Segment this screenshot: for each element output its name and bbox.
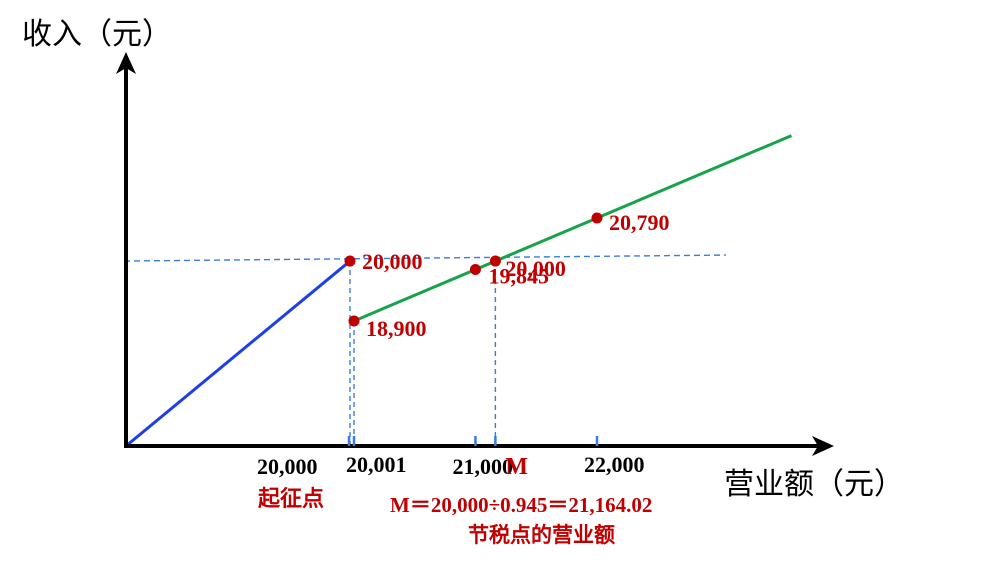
data-point-marker	[344, 255, 356, 267]
x-tick-label: 21,000	[452, 454, 513, 479]
x-tick-label: M	[505, 454, 528, 480]
x-tick-label: 20,000	[257, 454, 318, 479]
data-point-marker	[469, 264, 481, 275]
series-line-green	[353, 134, 793, 323]
y-axis-title: 收入（元）	[22, 17, 172, 52]
data-point-marker	[591, 212, 603, 224]
data-point-marker	[489, 255, 501, 267]
x-axis-arrow-icon	[812, 436, 834, 456]
x-tick-label: 20,001	[346, 452, 407, 477]
x-tick-label: 22,000	[584, 452, 645, 477]
data-point-marker	[348, 315, 360, 327]
x-axis-title: 营业额（元）	[724, 467, 904, 502]
data-point-label: 20,000	[505, 256, 566, 281]
data-point-label: 19,845	[488, 264, 549, 289]
m-formula: M＝20,000÷0.945＝21,164.02	[390, 493, 652, 517]
threshold-label: 起征点	[257, 486, 324, 511]
horizontal-reference-line	[123, 254, 727, 262]
series-line-blue	[125, 259, 351, 448]
y-axis-arrow-icon	[116, 52, 136, 74]
data-point-label: 20,790	[609, 210, 670, 235]
m-caption: 节税点的营业额	[468, 523, 615, 547]
data-point-label: 20,000	[362, 249, 423, 274]
data-point-label: 18,900	[366, 316, 427, 341]
